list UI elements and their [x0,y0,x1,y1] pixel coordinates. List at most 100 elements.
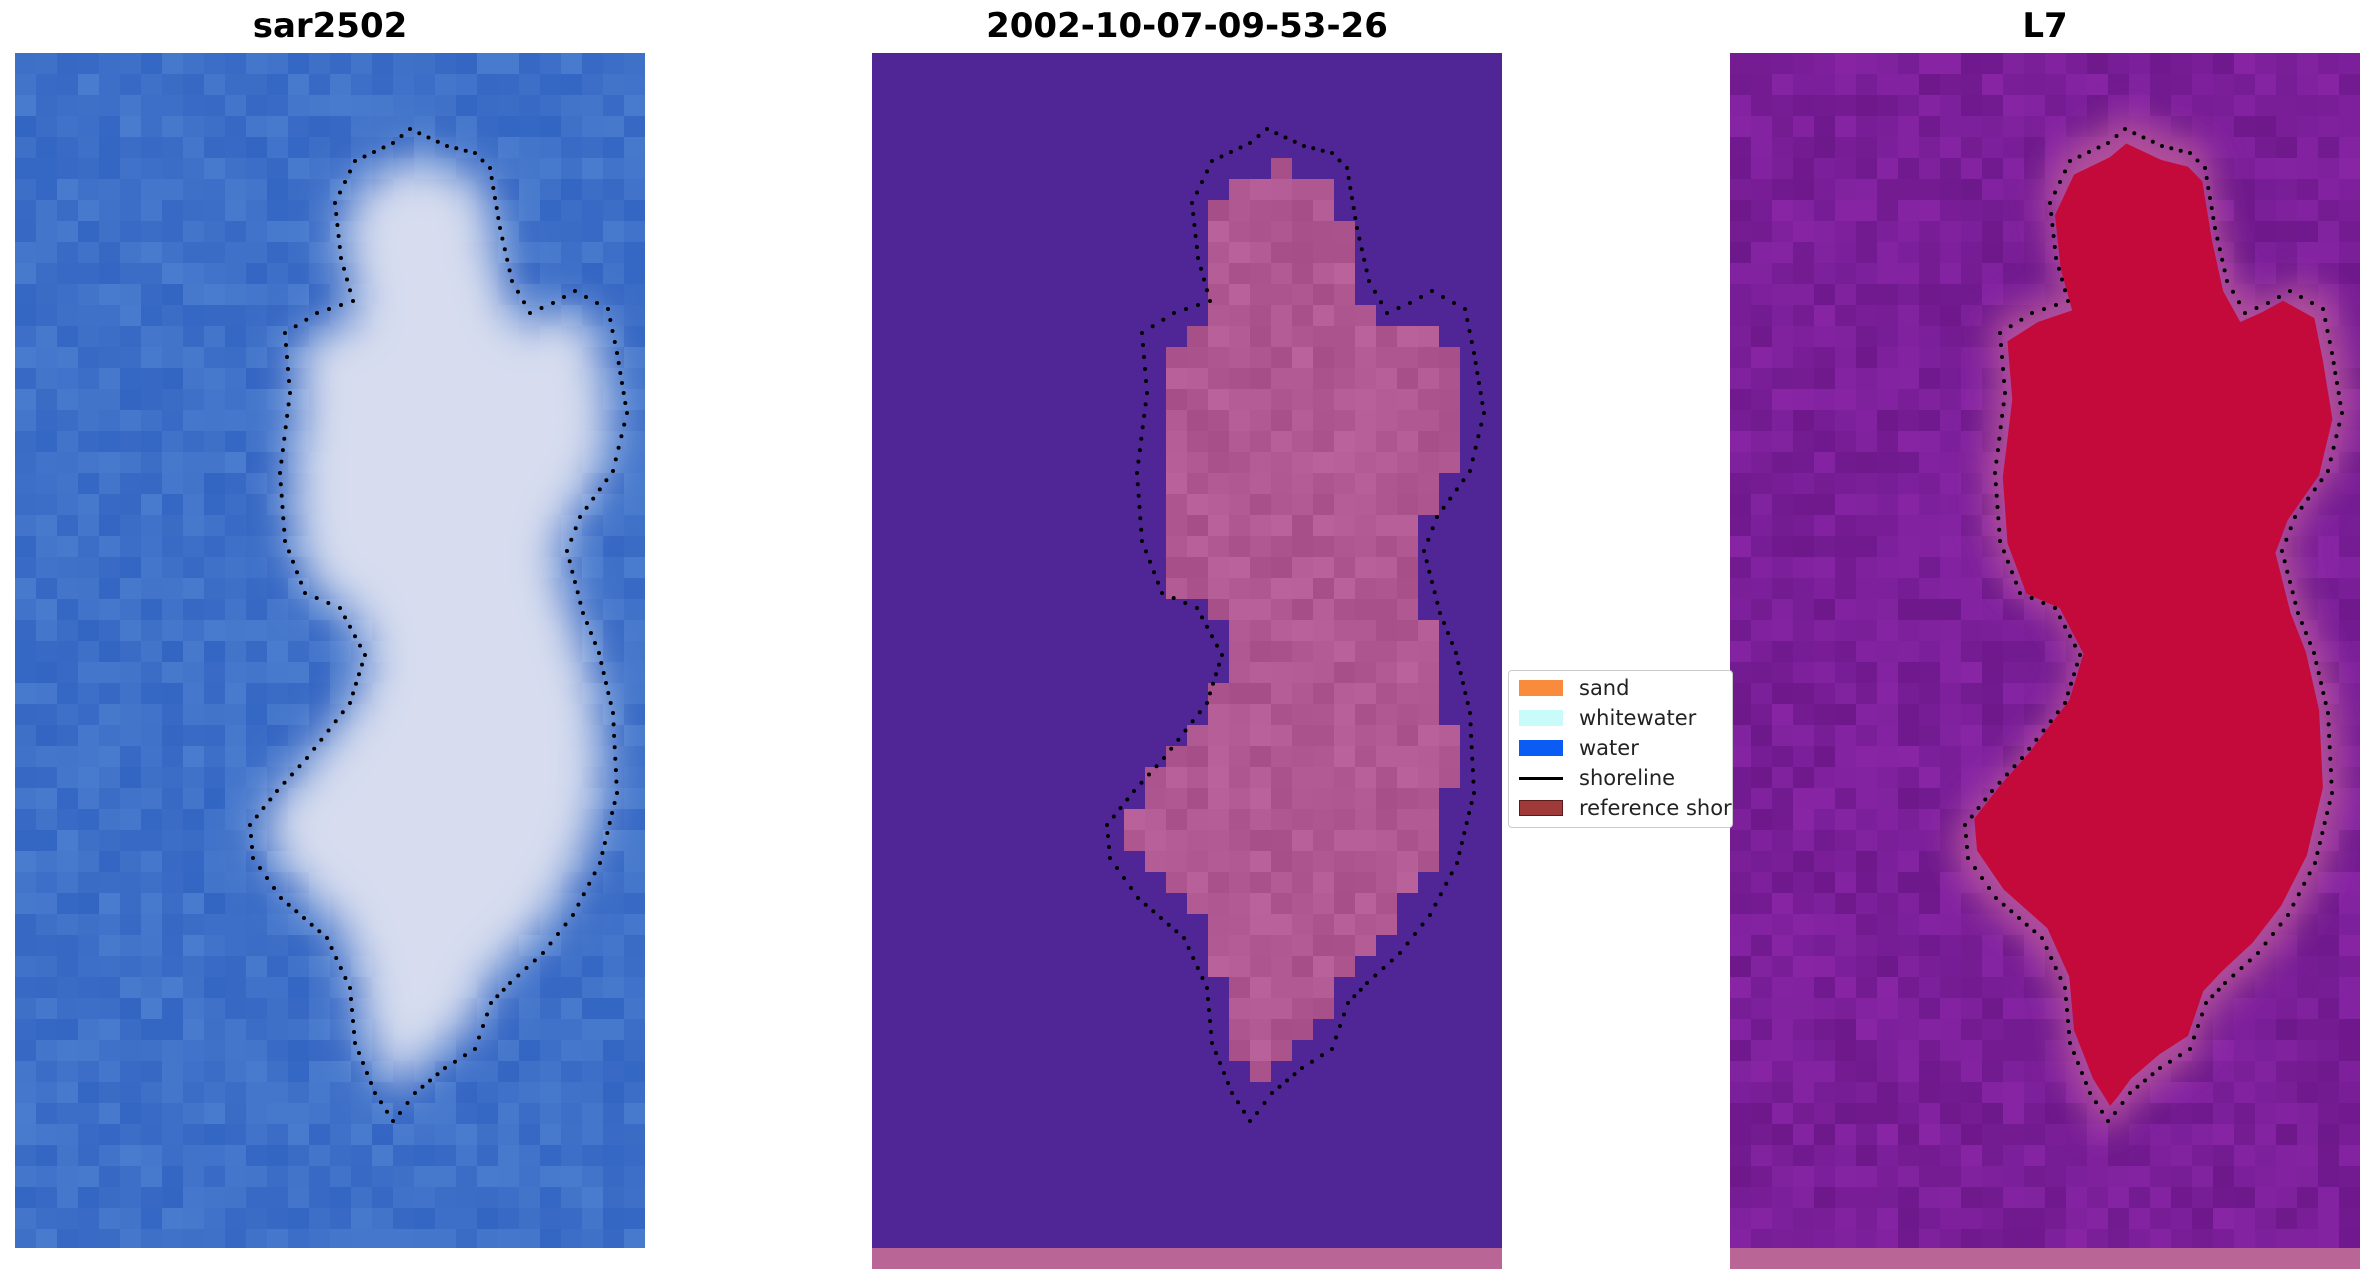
image-pixel [1877,683,1898,704]
shoreline-dot [1475,371,1480,375]
image-pixel [2150,74,2171,95]
shoreline-dot [607,821,612,825]
image-pixel [141,494,162,515]
image-pixel [1856,1145,1877,1166]
image-pixel [372,1082,393,1103]
image-pixel [162,998,183,1019]
image-pixel [1292,200,1313,221]
image-pixel [1751,788,1772,809]
shoreline-dot [2188,1047,2192,1051]
image-pixel [78,1187,99,1208]
shoreline-dot [454,146,459,151]
shoreline-dot [1320,148,1325,153]
shoreline-dot [1468,722,1473,727]
shoreline-dot [1320,1053,1324,1058]
shoreline-dot [1270,1091,1274,1095]
image-pixel [141,809,162,830]
image-pixel [57,536,78,557]
shoreline-dot [1994,896,1998,900]
image-pixel [15,389,36,410]
image-pixel [2255,200,2276,221]
image-pixel [1271,263,1292,284]
image-pixel [162,725,183,746]
image-pixel [1751,767,1772,788]
image-pixel [120,746,141,767]
image-pixel [1814,557,1835,578]
image-pixel [2276,1103,2297,1124]
image-pixel [456,1166,477,1187]
image-pixel [78,1166,99,1187]
image-pixel [225,431,246,452]
legend-label: water [1579,736,1639,760]
image-pixel [1940,557,1961,578]
shoreline-dot [248,823,252,827]
image-pixel [120,872,141,893]
image-pixel [1166,347,1187,368]
image-pixel [456,1124,477,1145]
image-pixel [519,998,540,1019]
image-pixel [36,200,57,221]
image-pixel [1397,620,1418,641]
image-pixel [99,494,120,515]
image-pixel [57,935,78,956]
image-pixel [435,95,456,116]
image-pixel [2297,200,2318,221]
image-pixel [1313,431,1334,452]
image-pixel [36,977,57,998]
image-pixel [2255,53,2276,74]
shoreline-dot [2094,1100,2098,1105]
image-pixel [603,683,624,704]
shoreline-dot [1136,459,1141,464]
image-pixel [624,788,645,809]
image-pixel [162,557,183,578]
shoreline-dot [1994,459,1999,464]
image-pixel [1250,452,1271,473]
shoreline-dot [1963,823,1967,827]
image-pixel [2339,158,2360,179]
image-pixel [1751,809,1772,830]
image-pixel [1877,599,1898,620]
image-pixel [1418,368,1439,389]
image-pixel [330,1208,351,1229]
image-pixel [183,368,204,389]
image-pixel [2276,74,2297,95]
image-pixel [1334,578,1355,599]
image-pixel [1898,74,1919,95]
image-pixel [15,1082,36,1103]
image-pixel [78,158,99,179]
shoreline-dot [548,941,553,946]
image-pixel [1919,662,1940,683]
image-pixel [1271,326,1292,347]
image-pixel [15,1124,36,1145]
image-pixel [1208,788,1229,809]
image-pixel [78,914,99,935]
shoreline-dot [2328,756,2333,761]
image-pixel [624,683,645,704]
image-pixel [2150,1103,2171,1124]
image-pixel [288,914,309,935]
image-pixel [498,1145,519,1166]
image-pixel [1814,830,1835,851]
image-pixel [225,116,246,137]
image-pixel [1730,893,1751,914]
image-pixel [288,599,309,620]
image-pixel [204,536,225,557]
image-pixel [2339,1229,2360,1250]
image-pixel [1940,326,1961,347]
image-pixel [2024,137,2045,158]
image-pixel [15,1229,36,1248]
shoreline-dot [488,166,492,170]
image-pixel [1229,767,1250,788]
image-pixel [1898,116,1919,137]
shoreline-dot [611,711,615,715]
shoreline-dot [1438,892,1443,897]
image-pixel [1856,557,1877,578]
image-pixel [57,746,78,767]
image-pixel [183,158,204,179]
image-pixel [2150,1124,2171,1145]
image-pixel [1229,263,1250,284]
image-pixel [267,1229,288,1248]
image-pixel [1730,704,1751,725]
image-pixel [204,872,225,893]
image-pixel [2318,578,2339,599]
